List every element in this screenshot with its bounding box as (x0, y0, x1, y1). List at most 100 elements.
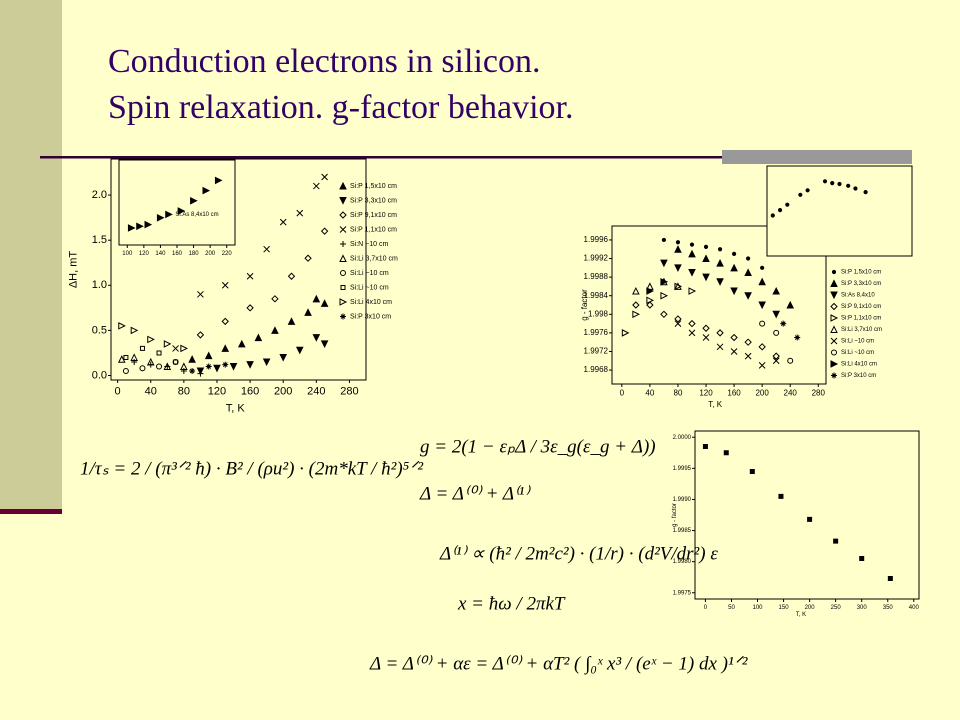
legend-marker (830, 325, 838, 333)
data-point (246, 361, 254, 369)
data-point (632, 286, 640, 295)
legend-label: Si:N ~10 cm (350, 241, 388, 248)
data-point (312, 294, 321, 303)
data-point (304, 254, 312, 262)
data-point (731, 251, 737, 256)
x-axis-label: T, K (708, 400, 722, 409)
data-point (688, 249, 696, 258)
data-point (646, 287, 655, 295)
legend-marker (339, 226, 347, 233)
data-point (798, 192, 803, 197)
x-tick-label: 100 (122, 251, 133, 257)
data-point (759, 320, 766, 327)
data-point (863, 190, 868, 195)
data-point (621, 329, 630, 337)
data-point (688, 268, 696, 277)
data-point (780, 320, 787, 327)
x-tick-label: 120 (208, 386, 226, 398)
data-point (287, 317, 296, 325)
legend-marker (831, 372, 837, 379)
data-point (778, 493, 784, 499)
legend-label: Si:Li 3,7x10 cm (350, 255, 398, 262)
y-tick-label: 2.0000 (673, 435, 692, 441)
data-point (246, 272, 254, 280)
data-point (702, 273, 710, 282)
data-point (758, 277, 766, 286)
side-bar (0, 0, 62, 512)
data-point (156, 363, 163, 370)
data-point (674, 245, 682, 253)
data-point (807, 516, 813, 522)
y-tick-label: 1.0 (92, 279, 107, 291)
axis-frame (118, 159, 236, 246)
data-point (770, 213, 775, 218)
legend-marker (831, 349, 837, 356)
legend-marker (340, 313, 346, 320)
x-tick-label: 120 (699, 389, 713, 398)
y-tick-label: 1.9968 (584, 365, 609, 374)
y-axis-label: g - factor (672, 503, 678, 527)
data-point (173, 359, 179, 365)
y-tick-label: 1.9988 (584, 272, 609, 281)
annotation: Si:As 8,4x10 cm (175, 212, 218, 218)
data-point (214, 176, 223, 185)
data-point (287, 272, 296, 280)
data-point (785, 202, 790, 207)
data-point (177, 207, 186, 215)
legend-marker (339, 211, 347, 219)
data-point (703, 244, 709, 250)
legend-label: Si:P 3x10 cm (841, 373, 876, 379)
legend-label: Si:Li ~10 cm (350, 270, 389, 277)
title-line: Spin relaxation. g-factor behavior. (108, 89, 573, 126)
data-point (674, 315, 682, 323)
data-point (660, 259, 668, 268)
data-point (777, 208, 783, 213)
data-point (254, 333, 263, 342)
x-tick-label: 300 (857, 605, 868, 611)
data-point (730, 287, 738, 296)
x-tick-label: 120 (139, 251, 150, 257)
data-point (632, 301, 640, 309)
data-point (716, 329, 724, 337)
data-point (660, 277, 669, 286)
legend-label: Si:P 9,1x10 cm (350, 212, 397, 219)
data-point (772, 357, 780, 365)
data-point (744, 292, 752, 300)
data-point (238, 339, 246, 348)
y-tick-label: 1.9985 (673, 528, 692, 534)
side-rule (0, 509, 62, 514)
data-point (661, 237, 667, 243)
legend-marker (830, 314, 839, 322)
data-point (295, 346, 304, 355)
data-point (758, 362, 766, 369)
data-point (702, 254, 710, 263)
data-point (716, 278, 724, 286)
data-point (118, 322, 126, 330)
x-tick-label: 160 (727, 389, 741, 398)
data-point (320, 340, 329, 349)
data-point (772, 352, 780, 360)
legend-label: Si:P 3x10 cm (350, 313, 391, 320)
equation: Δ = Δ⁽⁰⁾ + Δ⁽¹⁾ (419, 483, 531, 504)
legend-marker (830, 279, 838, 287)
equation: x = ħω / 2πkT (457, 593, 566, 614)
title-rule (40, 156, 912, 159)
legend-label: Si:P 1,1x10 cm (350, 226, 397, 233)
legend-label: Si:Li 3,7x10 cm (841, 327, 882, 333)
legend-marker (830, 360, 839, 368)
data-point (723, 450, 729, 456)
data-point (837, 181, 842, 187)
data-point (139, 365, 146, 372)
x-tick-label: 40 (145, 386, 157, 398)
data-point (202, 186, 211, 195)
data-point (822, 179, 828, 184)
y-tick-label: 1.5 (92, 234, 107, 246)
x-tick-label: 200 (205, 251, 216, 257)
x-tick-label: 350 (883, 605, 894, 611)
data-point (196, 331, 205, 339)
data-point (123, 354, 129, 360)
data-point (139, 345, 145, 351)
data-point (758, 301, 766, 310)
